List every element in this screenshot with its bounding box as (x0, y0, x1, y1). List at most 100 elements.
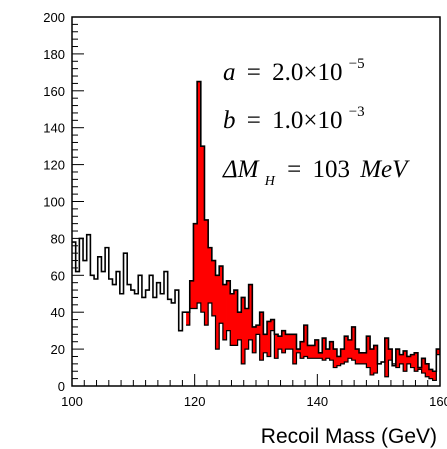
signal-fill-bin (355, 349, 360, 364)
signal-fill-bin (348, 339, 353, 359)
histogram-outline-group (72, 80, 440, 373)
y-tick-label: 180 (43, 47, 65, 62)
x-tick-label: 140 (306, 394, 328, 409)
y-tick-label: 160 (43, 84, 65, 99)
signal-fill-bin (233, 290, 238, 346)
signal-fill-bin (406, 356, 411, 364)
annotation-delta-mh-equals: = (287, 156, 301, 183)
signal-fill-bin (436, 349, 441, 355)
signal-fill-bin (384, 338, 389, 377)
signal-fill-bin (200, 146, 205, 313)
signal-fill-bin (259, 312, 264, 361)
signal-fill-bin (314, 339, 319, 359)
y-axis-tick-labels: 0 20 40 60 80 100 120 140 160 180 200 (43, 10, 65, 394)
signal-fill-bin (370, 349, 375, 375)
annotation-delta-mh-symbol: ΔM (222, 156, 260, 183)
signal-fill-bin (410, 354, 415, 368)
signal-fill-bin (425, 363, 430, 377)
signal-fill-group (186, 81, 441, 382)
signal-fill-bin (285, 334, 290, 350)
signal-fill-bin (417, 367, 422, 370)
signal-fill-bin (322, 338, 327, 361)
signal-fill-bin (208, 247, 213, 303)
annotation-delta-mh: ΔM H = 103 MeV (222, 156, 410, 191)
signal-fill-bin (366, 336, 371, 368)
signal-fill-bin (222, 284, 227, 340)
x-tick-label: 120 (184, 394, 206, 409)
signal-fill-bin (428, 369, 434, 379)
annotation-b-exponent: −3 (349, 104, 365, 120)
signal-fill-bin (226, 280, 231, 331)
y-axis-ticks (72, 16, 84, 387)
signal-fill-bin (204, 219, 209, 326)
signal-fill-bin (278, 336, 283, 350)
y-tick-label: 80 (51, 231, 65, 246)
signal-fill-bin (421, 358, 426, 374)
signal-fill-bin (373, 345, 378, 374)
signal-fill-bin (362, 352, 367, 364)
y-tick-label: 140 (43, 121, 65, 136)
signal-fill-bin (248, 284, 253, 340)
annotation-a-symbol: a (223, 59, 236, 86)
y-tick-label: 120 (43, 158, 65, 173)
annotation-b: b = 1.0×10 −3 (223, 104, 365, 134)
annotation-block: a = 2.0×10 −5 b = 1.0×10 −3 ΔM H = 103 M… (222, 56, 410, 191)
signal-fill-bin (256, 325, 261, 335)
signal-fill-bin (230, 293, 235, 346)
signal-fill-bin (281, 330, 286, 353)
signal-fill-bin (395, 349, 400, 368)
y-tick-label: 20 (51, 342, 65, 357)
y-tick-label: 0 (58, 379, 65, 394)
x-tick-label: 160 (429, 394, 447, 409)
signal-fill-bin (344, 336, 349, 363)
signal-fill-bin (186, 312, 191, 326)
signal-fill-bin (270, 319, 275, 331)
signal-fill-bin (336, 356, 342, 366)
signal-fill-bin (359, 352, 364, 364)
signal-fill-bin (211, 260, 216, 316)
signal-fill-bin (432, 371, 437, 381)
signal-fill-bin (263, 334, 268, 353)
signal-fill-bin (399, 354, 404, 364)
signal-fill-bin (340, 349, 345, 364)
annotation-delta-mh-value: 103 (312, 156, 350, 183)
annotation-a: a = 2.0×10 −5 (223, 56, 365, 86)
signal-fill-bin (244, 308, 250, 350)
y-tick-label: 40 (51, 305, 65, 320)
annotation-a-exponent: −5 (349, 56, 365, 72)
annotation-a-equals: = (247, 59, 261, 86)
signal-fill-bin (219, 266, 224, 324)
signal-fill-bin (325, 349, 330, 359)
signal-fill-bin (292, 334, 297, 364)
signal-fill-bin (329, 341, 334, 361)
signal-fill-bin (303, 325, 308, 357)
signal-fill-bin (274, 334, 279, 359)
x-tick-label: 100 (61, 394, 83, 409)
signal-fill-bin (241, 297, 246, 364)
signal-fill-bin (351, 326, 356, 361)
annotation-b-symbol: b (223, 107, 236, 134)
signal-fill-bin (311, 345, 316, 359)
signal-fill-bin (333, 349, 338, 368)
y-tick-label: 60 (51, 268, 65, 283)
signal-fill-bin (197, 81, 202, 303)
annotation-delta-mh-unit: MeV (359, 156, 410, 183)
signal-fill-bin (318, 352, 323, 359)
signal-fill-bin (237, 312, 242, 340)
x-axis-title: Recoil Mass (GeV) (261, 425, 437, 448)
signal-fill-bin (252, 326, 257, 353)
signal-fill-bin (289, 334, 294, 350)
signal-fill-bin (296, 349, 301, 353)
x-axis-tick-labels: 100 120 140 160 (61, 394, 447, 409)
signal-fill-bin (307, 345, 312, 359)
y-tick-label: 200 (43, 10, 65, 25)
signal-fill-bin (193, 223, 198, 309)
annotation-delta-mh-subscript: H (264, 174, 276, 189)
histogram-outline (72, 80, 440, 373)
signal-fill-bin (267, 321, 272, 357)
annotation-b-equals: = (247, 107, 261, 134)
annotation-b-mantissa: 1.0×10 (272, 107, 342, 134)
signal-lower-edge (186, 302, 440, 382)
signal-fill-bin (215, 275, 220, 350)
